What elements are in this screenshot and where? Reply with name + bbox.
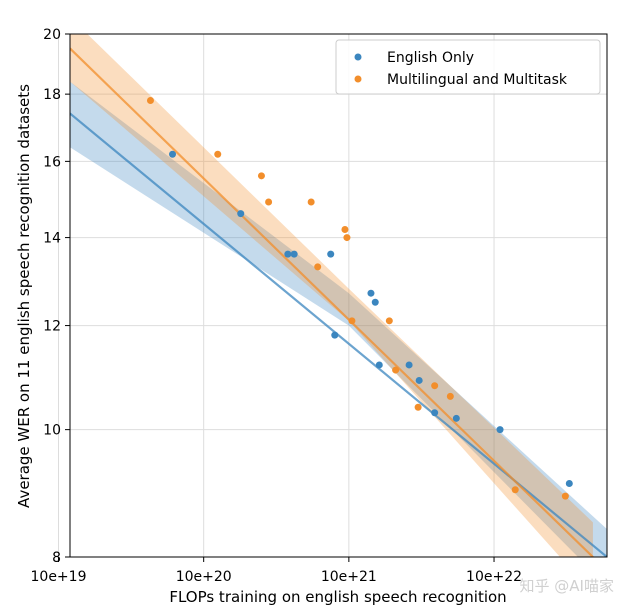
confidence-band-english-only (70, 81, 607, 557)
y-tick-label-12: 12 (43, 319, 61, 335)
data-point-english-only (496, 426, 504, 434)
watermark: 知乎 @AI喵家 (520, 577, 614, 595)
data-point-english-only (371, 298, 379, 306)
confidence-band-multilingual-and-multitask (70, 34, 593, 557)
y-tick-label-8: 8 (52, 550, 61, 566)
data-points (146, 97, 573, 500)
data-point-english-only (327, 250, 335, 258)
data-point-multilingual-and-multitask (214, 150, 222, 158)
x-tick-label-10e-19: 10e+19 (31, 569, 87, 585)
legend: English Only Multilingual and Multitask (335, 39, 601, 95)
data-point-multilingual-and-multitask (561, 492, 569, 500)
data-point-multilingual-and-multitask (348, 317, 356, 325)
y-tick-label-10: 10 (43, 423, 61, 439)
data-point-multilingual-and-multitask (257, 172, 265, 180)
axis-ticks: 10e+19 10e+20 10e+21 10e+22 8 10 12 14 16 18 20 (31, 27, 523, 585)
x-tick-label-10e-21: 10e+21 (321, 569, 377, 585)
x-tick-label-10e-20: 10e+20 (176, 569, 232, 585)
x-axis-label: FLOPs training on english speech recogni… (169, 588, 506, 606)
data-point-multilingual-and-multitask (341, 225, 349, 233)
data-point-multilingual-and-multitask (343, 234, 351, 242)
data-point-english-only (405, 361, 413, 369)
x-tick-label-10e-22: 10e+22 (466, 569, 522, 585)
legend-box (335, 39, 601, 95)
data-point-english-only (331, 331, 339, 339)
data-point-english-only (284, 250, 292, 258)
data-point-multilingual-and-multitask (392, 366, 400, 374)
data-point-multilingual-and-multitask (414, 403, 422, 411)
data-point-multilingual-and-multitask (307, 198, 315, 206)
data-point-multilingual-and-multitask (265, 198, 273, 206)
data-point-english-only (169, 150, 177, 158)
confidence-bands (70, 34, 607, 557)
fit-line-english-only (70, 112, 607, 557)
data-point-english-only (290, 250, 298, 258)
data-point-multilingual-and-multitask (146, 97, 154, 105)
legend-marker-multilingual (354, 75, 362, 83)
data-point-english-only (565, 479, 573, 487)
data-point-multilingual-and-multitask (385, 317, 393, 325)
fit-line-multilingual-and-multitask (70, 47, 594, 557)
y-tick-label-14: 14 (43, 231, 61, 247)
data-point-english-only (431, 409, 439, 417)
data-point-multilingual-and-multitask (511, 486, 519, 494)
data-point-multilingual-and-multitask (446, 392, 454, 400)
y-tick-label-16: 16 (43, 154, 61, 170)
legend-label-english-only: English Only (387, 50, 474, 66)
fit-lines (70, 47, 607, 557)
y-axis-label: Average WER on 11 english speech recogni… (15, 84, 33, 508)
y-tick-label-20: 20 (43, 27, 61, 43)
data-point-multilingual-and-multitask (431, 382, 439, 390)
legend-label-multilingual: Multilingual and Multitask (387, 72, 568, 88)
data-point-english-only (237, 210, 245, 218)
data-point-english-only (367, 289, 375, 297)
data-point-english-only (415, 376, 423, 384)
y-tick-label-18: 18 (43, 87, 61, 103)
data-point-multilingual-and-multitask (314, 263, 322, 271)
data-point-english-only (452, 414, 460, 422)
plot-frame (69, 33, 608, 558)
legend-marker-english-only (354, 53, 362, 61)
data-point-english-only (375, 361, 383, 369)
